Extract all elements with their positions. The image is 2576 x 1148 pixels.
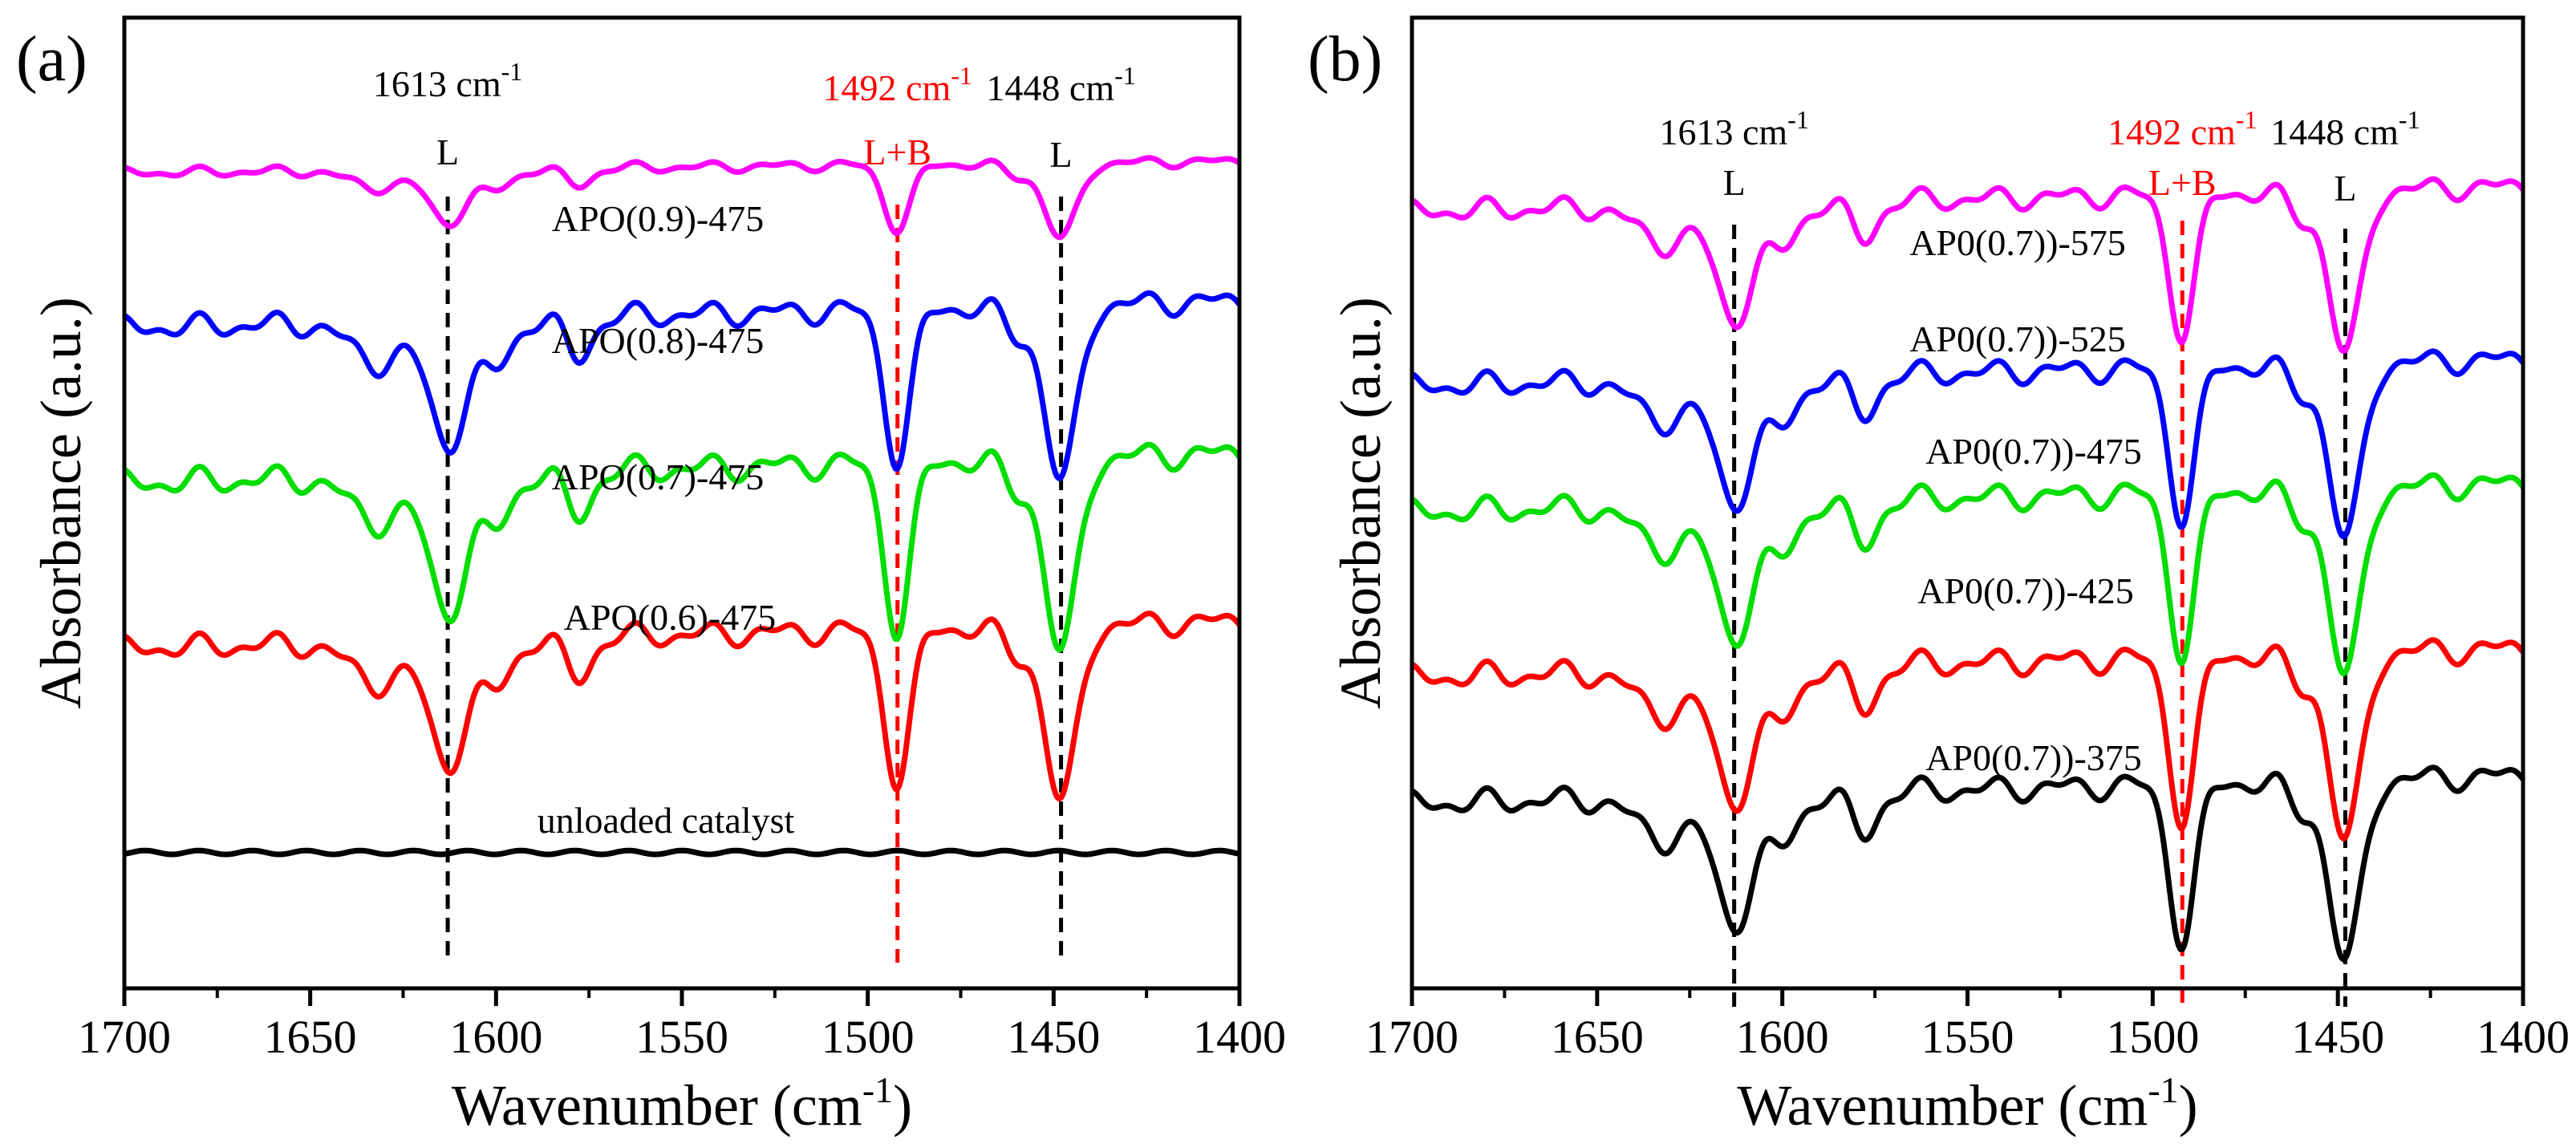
series-line	[1410, 176, 2525, 355]
x-tick-label: 1500	[821, 1011, 915, 1063]
panel-label: (a)	[16, 24, 87, 95]
x-tick-label: 1650	[1551, 1011, 1644, 1063]
panel-a: (a) Absorbance (a.u.) 1613 cm-1 L 1492 cm-1 L…	[16, 15, 1286, 1138]
x-tick-label: 1550	[635, 1011, 728, 1063]
series-label: unloaded catalyst	[538, 800, 795, 841]
series-label: APO(0.6)-475	[564, 597, 776, 638]
reference-site-label: L+B	[863, 132, 931, 172]
x-tick-label: 1450	[2291, 1011, 2384, 1063]
series-label: APO(0.9)-475	[552, 198, 764, 239]
series-label: AP0(0.7))-525	[1909, 318, 2126, 359]
reference-label: 1448 cm-1	[986, 61, 1135, 108]
series-line	[1410, 637, 2525, 842]
reference-label: 1492 cm-1	[823, 61, 972, 108]
series-line	[123, 441, 1242, 653]
series-label: AP0(0.7))-475	[1925, 431, 2142, 472]
x-axis-label: Wavenumber (cm-1)	[452, 1069, 912, 1138]
series-line	[1410, 348, 2525, 540]
x-tick-label: 1650	[264, 1011, 357, 1063]
series-line	[1410, 765, 2525, 963]
reference-site-label: L	[1723, 162, 1746, 203]
series-line	[123, 611, 1242, 802]
x-tick-label: 1400	[1193, 1011, 1286, 1063]
series-line	[1410, 472, 2525, 677]
reference-label: 1448 cm-1	[2270, 105, 2420, 152]
x-tick-label: 1400	[2477, 1011, 2570, 1063]
reference-site-label: L	[2334, 168, 2356, 209]
reference-site-label: L	[1050, 134, 1073, 175]
series-label: AP0(0.7))-425	[1917, 570, 2134, 611]
panel-label: (b)	[1308, 24, 1382, 95]
x-tick-label: 1700	[1365, 1011, 1458, 1063]
series-label: APO(0.7)-475	[552, 456, 764, 497]
y-axis-label: Absorbance (a.u.)	[29, 297, 93, 709]
series-line	[123, 155, 1241, 241]
reference-site-label: L	[436, 132, 459, 172]
series-line	[123, 290, 1242, 481]
panel-b: (b) Absorbance (a.u.) 1613 cm-1 L 1492 cm-1 L…	[1308, 15, 2570, 1138]
series-label: AP0(0.7))-375	[1925, 737, 2142, 778]
reference-site-label: L+B	[2148, 162, 2217, 203]
series-line	[123, 847, 1241, 858]
x-tick-label: 1550	[1921, 1011, 2014, 1063]
series-label: AP0(0.7))-575	[1909, 222, 2126, 263]
x-tick-label: 1600	[1736, 1011, 1829, 1063]
reference-label: 1492 cm-1	[2107, 105, 2257, 152]
x-tick-label: 1600	[449, 1011, 542, 1063]
reference-label: 1613 cm-1	[373, 57, 522, 104]
series-label: APO(0.8)-475	[552, 320, 764, 361]
reference-label: 1613 cm-1	[1659, 105, 1808, 152]
y-axis-label: Absorbance (a.u.)	[1329, 297, 1393, 709]
x-axis-label: Wavenumber (cm-1)	[1737, 1069, 2197, 1138]
x-tick-label: 1500	[2106, 1011, 2199, 1063]
x-tick-label: 1450	[1007, 1011, 1100, 1063]
x-tick-label: 1700	[78, 1011, 171, 1063]
